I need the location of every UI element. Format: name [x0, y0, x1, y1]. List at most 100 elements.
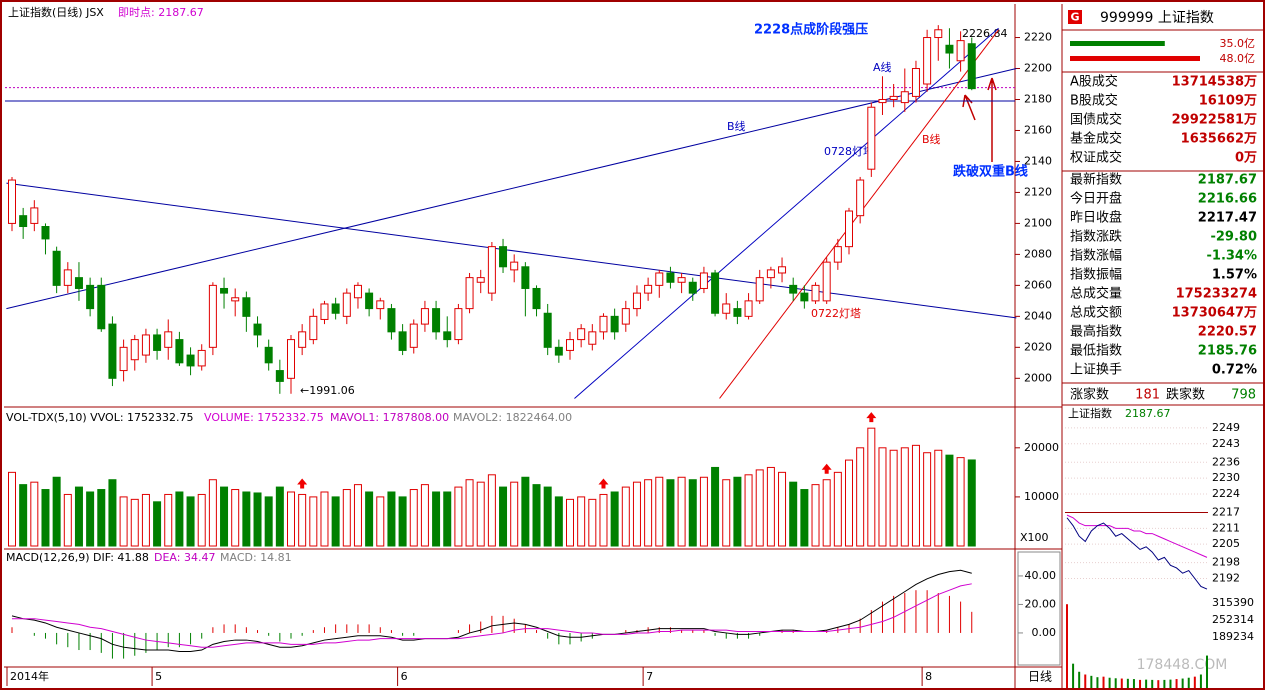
- y-tick-label: 2200: [1024, 62, 1052, 75]
- candle-body: [175, 339, 184, 364]
- y-tick-label: 40.00: [1025, 569, 1057, 582]
- annotation: A线: [873, 60, 892, 74]
- dea-line: [12, 583, 972, 648]
- volume-bar: [554, 496, 563, 547]
- dif-label: DIF: 41.88: [93, 551, 149, 564]
- candle-body: [811, 284, 820, 302]
- candle-body: [956, 40, 965, 62]
- candle-body: [610, 315, 619, 333]
- candle-body: [766, 269, 775, 279]
- candle-body: [487, 246, 496, 294]
- dif-line: [11, 569, 972, 652]
- volume-bar: [287, 491, 295, 547]
- candle-body: [465, 277, 474, 310]
- volume-arrow: [598, 478, 609, 489]
- y-tick-label: 2205: [1212, 537, 1240, 550]
- info-label: 指数振幅: [1070, 268, 1122, 283]
- volume-arrow: [297, 478, 308, 489]
- intraday-price: [1066, 517, 1208, 590]
- candle-body: [845, 210, 853, 248]
- info-value: 2216.66: [1198, 192, 1257, 207]
- candle-body: [867, 106, 876, 170]
- instant-price: 即时点: 2187.67: [118, 6, 204, 19]
- candle-body: [677, 277, 686, 283]
- candle-body: [353, 284, 362, 299]
- volume-bar: [543, 486, 552, 547]
- candle-body: [945, 44, 954, 54]
- annotation: 2228点成阶段强压: [754, 22, 868, 38]
- info-value: 2185.76: [1198, 344, 1257, 359]
- y-tick-label: 315390: [1212, 596, 1254, 609]
- volume-bar: [923, 452, 932, 547]
- volume-bar: [253, 492, 262, 547]
- info-label: 今日开盘: [1070, 191, 1122, 207]
- volume-bar: [688, 479, 697, 547]
- candle-body: [566, 339, 574, 351]
- info-value: 2220.57: [1198, 325, 1257, 340]
- volume-bar: [141, 493, 150, 547]
- info-value: 16109万: [1199, 94, 1257, 109]
- volume-bar: [130, 498, 139, 547]
- volume-bar: [621, 486, 630, 547]
- volume-bar: [108, 479, 117, 547]
- y-tick-label: 2180: [1024, 92, 1052, 105]
- info-label: B股成交: [1070, 93, 1118, 109]
- volume-bar: [153, 501, 162, 547]
- y-tick-label: 2192: [1212, 572, 1240, 585]
- volume-bar: [454, 486, 463, 547]
- candle-body: [275, 370, 284, 382]
- candle-body: [789, 284, 798, 294]
- candle-body: [599, 315, 608, 333]
- intraday-title: 上证指数: [1068, 406, 1112, 420]
- watermark: 178448.COM: [1137, 657, 1228, 673]
- candle-body: [242, 297, 251, 317]
- candle-body: [287, 339, 295, 379]
- info-label: A股成交: [1070, 74, 1118, 90]
- info-value: 13730647万: [1172, 306, 1257, 321]
- candle-body: [130, 339, 139, 361]
- candle-body: [543, 312, 552, 348]
- volume-bar: [878, 447, 887, 547]
- candle-body: [744, 300, 753, 317]
- period-tab[interactable]: 日线: [1028, 670, 1052, 684]
- volume-bar: [8, 471, 16, 547]
- volume-bar: [376, 496, 385, 547]
- volume-bar: [521, 476, 530, 547]
- candle-body: [74, 277, 83, 289]
- volume-bar: [97, 489, 106, 547]
- volume-bar: [532, 484, 541, 547]
- info-value: 13714538万: [1172, 75, 1257, 90]
- info-label: 最低指数: [1070, 344, 1122, 359]
- annotation-arrow: [962, 94, 976, 121]
- volume-bar: [242, 491, 251, 547]
- buy-label: 35.0亿: [1220, 37, 1256, 50]
- candle-body: [153, 334, 162, 351]
- y-tick-label: 2100: [1024, 216, 1052, 229]
- candle-body: [878, 98, 887, 104]
- volume-bar: [119, 496, 128, 547]
- candle-body: [253, 323, 262, 336]
- info-label: 上证换手: [1070, 363, 1122, 378]
- candle-body: [8, 179, 16, 224]
- y-tick-label: 2160: [1024, 123, 1052, 136]
- info-label: 指数涨幅: [1070, 249, 1122, 264]
- volume-arrow: [866, 412, 877, 423]
- volume-bar: [175, 491, 184, 547]
- candle-body: [688, 281, 697, 294]
- y-tick-label: 2236: [1212, 455, 1240, 468]
- candle-body: [63, 269, 72, 286]
- candle-body: [588, 331, 597, 345]
- volume-bar: [778, 471, 787, 547]
- volume-bar: [197, 493, 206, 547]
- annotation: 0728灯塔: [824, 145, 874, 158]
- macd-header: MACD(12,26,9): [6, 551, 90, 564]
- y-tick-label: 2220: [1024, 31, 1052, 44]
- y-tick-label: 0.00: [1032, 626, 1057, 639]
- y-tick-label: 2140: [1024, 154, 1052, 167]
- volume-bar: [63, 493, 72, 547]
- info-value: 0万: [1235, 151, 1257, 166]
- volume-bar: [387, 491, 396, 547]
- mavol1-label: MAVOL1: 1787808.00: [330, 411, 449, 424]
- y-tick-label: 2020: [1024, 340, 1052, 353]
- volume-header: VOL-TDX(5,10) VVOL: 1752332.75: [6, 411, 194, 424]
